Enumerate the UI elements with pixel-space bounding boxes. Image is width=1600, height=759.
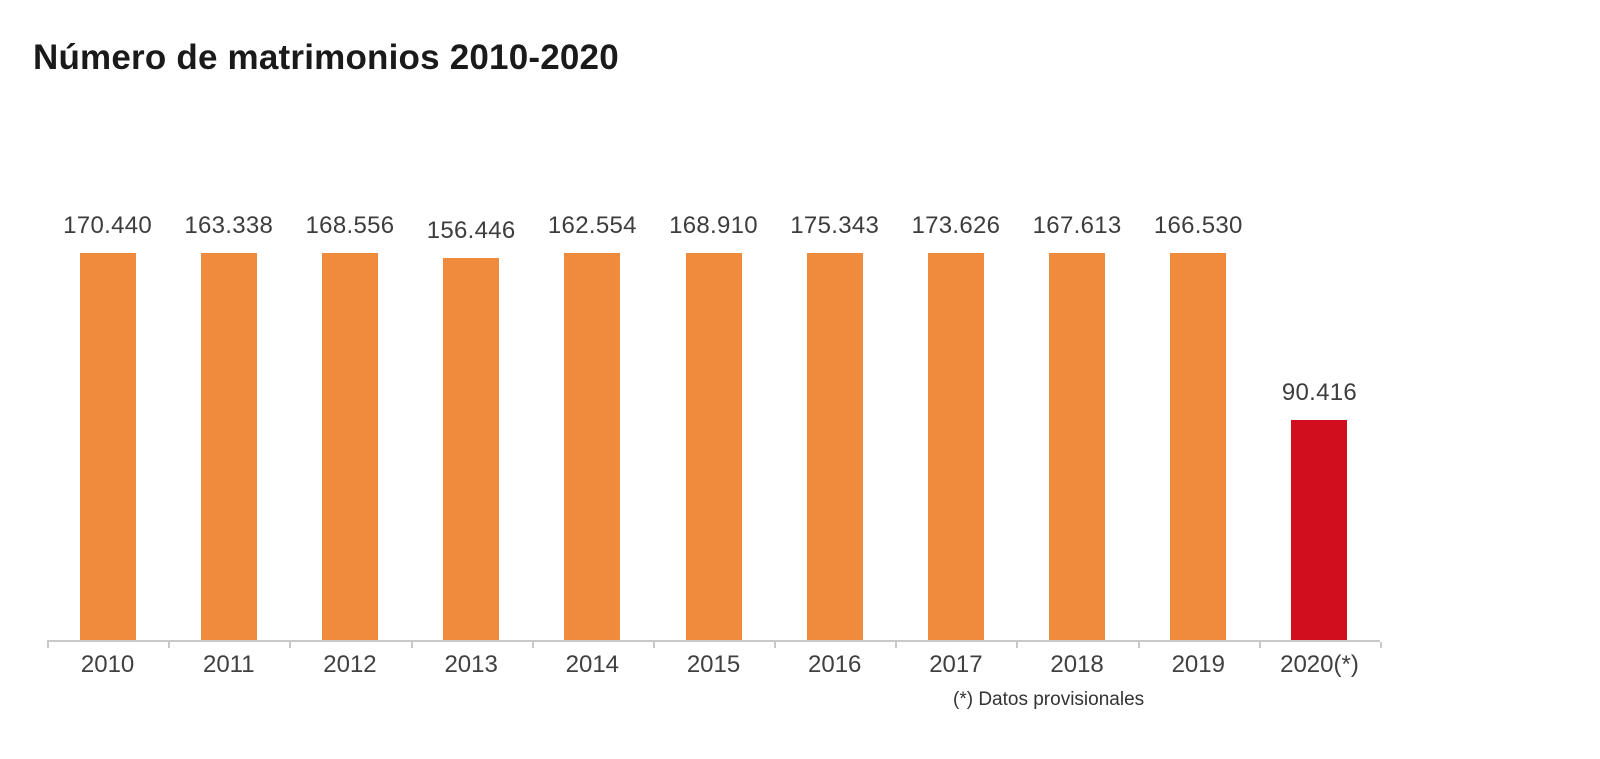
bar-value-label: 173.626 — [911, 212, 1001, 239]
bar-value-label: 90.416 — [1281, 379, 1358, 406]
bar-value-label: 167.613 — [1032, 212, 1122, 239]
footnote: (*) Datos provisionales — [953, 689, 1145, 710]
bar-group-2010: 170.440 — [47, 212, 168, 641]
x-axis-label-2016: 2016 — [808, 651, 862, 678]
bar-2010 — [79, 253, 136, 641]
bar-value-label: 170.440 — [63, 212, 153, 239]
bar-2019 — [1170, 253, 1227, 641]
bar-value-label: 166.530 — [1153, 212, 1243, 239]
x-axis-label-2020(*): 2020(*) — [1280, 651, 1359, 678]
bar-group-2019: 166.530 — [1138, 212, 1259, 641]
bar-group-2018: 167.613 — [1017, 212, 1138, 641]
bar-group-2014: 162.554 — [532, 212, 653, 641]
x-axis-label-2011: 2011 — [202, 651, 255, 678]
axis-tick — [1138, 642, 1140, 648]
bar-2011 — [200, 253, 257, 641]
bar-value-label: 168.556 — [305, 212, 395, 239]
x-axis-label-2019: 2019 — [1171, 651, 1225, 678]
axis-tick — [653, 642, 655, 648]
x-axis-label-2010: 2010 — [80, 651, 135, 678]
x-axis-line — [47, 640, 1380, 642]
bar-group-2013: 156.446 — [411, 212, 532, 641]
x-axis-label-2013: 2013 — [444, 651, 498, 678]
axis-tick — [168, 642, 170, 648]
axis-tick — [532, 642, 534, 648]
axis-tick — [1380, 642, 1382, 648]
bar-value-label: 163.338 — [184, 212, 274, 239]
bar-2015 — [685, 253, 742, 641]
bar-value-label: 168.910 — [669, 212, 758, 239]
axis-tick — [411, 642, 413, 648]
bar-group-2012: 168.556 — [289, 212, 410, 641]
bar-value-label: 156.446 — [426, 217, 516, 244]
bar-group-2016: 175.343 — [774, 212, 895, 641]
x-axis-label-2012: 2012 — [323, 651, 377, 678]
bar-2018 — [1049, 253, 1106, 641]
bar-2016 — [806, 253, 863, 641]
bar-2014 — [564, 253, 621, 641]
bar-group-2011: 163.338 — [168, 212, 289, 641]
x-axis-label-2017: 2017 — [929, 651, 983, 678]
axis-tick — [289, 642, 291, 648]
axis-tick — [1259, 642, 1261, 648]
axis-tick — [895, 642, 897, 648]
x-axis-label-2015: 2015 — [686, 651, 741, 678]
axis-tick — [47, 642, 49, 648]
x-axis-label-2018: 2018 — [1050, 651, 1104, 678]
bar-group-2017: 173.626 — [895, 212, 1016, 641]
bars-container: 170.440 163.338 168.556 156.446 162.554 168.9… — [47, 212, 1380, 641]
x-axis-label-2014: 2014 — [565, 651, 620, 678]
x-axis-ticks — [47, 642, 1382, 649]
bar-2017 — [927, 253, 984, 641]
chart-title: Número de matrimonios 2010-2020 — [33, 38, 619, 77]
bar-value-label: 175.343 — [790, 212, 880, 239]
bar-2012 — [321, 253, 378, 641]
x-axis-labels: 2010 2011 2012 2013 2014 2015 2016 2017 2018 2019… — [47, 651, 1380, 679]
bar-2020(*) — [1291, 420, 1348, 641]
bar-2013 — [443, 258, 500, 641]
bar-value-label: 162.554 — [547, 212, 637, 239]
plot-area: 170.440 163.338 168.556 156.446 162.554 168.9… — [47, 212, 1380, 641]
axis-tick — [1016, 642, 1018, 648]
bar-group-2020(*): 90.416 — [1259, 212, 1380, 641]
bar-group-2015: 168.910 — [653, 212, 774, 641]
axis-tick — [774, 642, 776, 648]
